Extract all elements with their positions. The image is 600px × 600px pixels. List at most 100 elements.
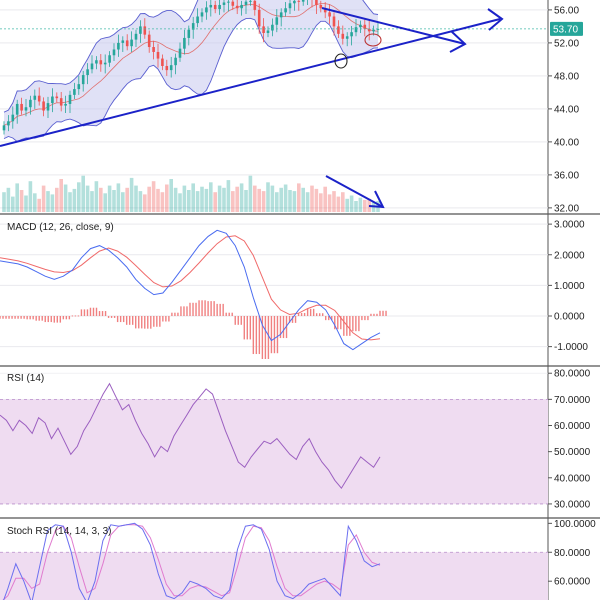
stoch-axis-tick-label: 100.0000 xyxy=(554,519,596,530)
trendline-annotations[interactable] xyxy=(0,7,504,209)
stoch-axis-tick-label: 80.0000 xyxy=(554,548,591,559)
price-axis-tick-label: 52.00 xyxy=(554,38,579,49)
volume-bar xyxy=(55,187,59,212)
price-axis-tick-label: 36.00 xyxy=(554,170,579,181)
candle-body xyxy=(222,2,226,5)
candlesticks xyxy=(0,0,548,135)
macd-histogram-bar xyxy=(110,316,113,318)
macd-histogram-bar xyxy=(53,316,55,323)
macd-histogram-bar xyxy=(41,316,43,321)
candle-body xyxy=(174,57,177,66)
volume-bar xyxy=(244,190,248,212)
macd-histogram-bar xyxy=(71,315,74,317)
candle-body xyxy=(249,0,252,2)
volume-bars xyxy=(2,175,380,212)
stoch-rsi-panel[interactable]: Stoch RSI (14, 14, 3, 3) xyxy=(0,522,548,600)
candle-body xyxy=(29,99,32,108)
macd-histogram-bar xyxy=(107,316,110,318)
candle-body xyxy=(37,95,41,102)
macd-histogram-bar xyxy=(270,316,273,354)
candle-body xyxy=(143,26,147,35)
macd-histogram-bar xyxy=(138,316,140,329)
macd-histogram-bar xyxy=(385,310,387,316)
macd-histogram-bar xyxy=(11,316,13,319)
candle-body xyxy=(2,125,6,131)
volume-bar xyxy=(187,190,191,212)
bollinger-band-fill xyxy=(4,0,378,142)
volume-bar xyxy=(37,198,41,212)
volume-bar xyxy=(72,188,77,212)
price-axis[interactable]: 56.00 52.00 48.00 44.00 40.00 36.00 32.00 3.000… xyxy=(548,5,596,588)
volume-bar xyxy=(354,201,358,212)
macd-histogram-bar xyxy=(29,316,31,320)
candle-body xyxy=(345,36,349,39)
candle-body xyxy=(55,96,59,99)
candle-body xyxy=(341,33,345,39)
volume-bar xyxy=(125,187,129,212)
candle-body xyxy=(279,12,283,18)
volume-bar xyxy=(275,192,279,212)
volume-bar xyxy=(305,192,310,212)
volume-bar xyxy=(323,186,327,212)
volume-bar xyxy=(99,187,103,212)
macd-panel[interactable]: MACD (12, 26, close, 9) xyxy=(0,222,387,359)
candle-body xyxy=(99,60,103,65)
volume-bar xyxy=(147,186,151,212)
macd-histogram-bar xyxy=(243,316,245,340)
macd-histogram-bar xyxy=(180,306,182,316)
candle-body xyxy=(165,65,169,71)
volume-bar xyxy=(50,194,55,212)
macd-histogram-bar xyxy=(201,300,203,316)
candle-body xyxy=(108,55,111,63)
candle-body xyxy=(372,29,375,32)
rsi-panel[interactable]: RSI (14) xyxy=(0,373,548,505)
volume-bar xyxy=(107,185,112,212)
macd-axis-tick-label: 3.0000 xyxy=(554,220,585,231)
price-axis-tick-label: 56.00 xyxy=(554,5,579,16)
macd-title: MACD (12, 26, close, 9) xyxy=(7,222,114,233)
macd-histogram-bar xyxy=(321,313,324,316)
volume-bar xyxy=(129,177,134,212)
candle-body xyxy=(200,12,204,17)
candle-body xyxy=(227,1,230,3)
volume-bar xyxy=(336,196,341,212)
volume-bar xyxy=(222,187,226,212)
volume-bar xyxy=(257,188,261,212)
macd-histogram-bar xyxy=(204,300,206,316)
macd-histogram-bar xyxy=(128,316,131,325)
macd-histogram-bar xyxy=(135,316,137,329)
bollinger-lower xyxy=(3,17,379,143)
candle-body xyxy=(354,27,358,33)
macd-histogram-bar xyxy=(231,312,233,316)
volume-bar xyxy=(165,184,169,212)
rsi-axis-tick-label: 80.0000 xyxy=(554,369,591,380)
macd-histogram-bar xyxy=(279,316,282,339)
volume-bar xyxy=(81,175,85,212)
volume-bar xyxy=(213,192,217,212)
macd-histogram-bar xyxy=(337,316,339,330)
volume-trendline xyxy=(325,175,384,208)
candle-body xyxy=(73,89,76,95)
macd-histogram-bar xyxy=(207,301,209,316)
macd-histogram-bar xyxy=(373,313,375,316)
macd-histogram-bar xyxy=(361,316,363,321)
candle-body xyxy=(178,48,182,58)
stoch-axis-tick-label: 60.0000 xyxy=(554,577,591,588)
price-panel[interactable] xyxy=(0,0,548,212)
volume-bar xyxy=(28,181,33,212)
volume-bar xyxy=(68,192,72,212)
candle-body xyxy=(363,24,367,29)
macd-histogram-bar xyxy=(331,316,333,321)
candle-body xyxy=(319,4,323,9)
volume-bar xyxy=(59,179,63,212)
macd-histogram-bar xyxy=(59,316,62,323)
volume-bar xyxy=(173,187,178,212)
candle-body xyxy=(218,4,221,10)
macd-histogram-bar xyxy=(240,316,242,325)
volume-bar xyxy=(90,191,94,212)
macd-histogram-bar xyxy=(303,312,306,316)
macd-histogram-bar xyxy=(306,308,309,316)
volume-bar xyxy=(266,182,270,212)
volume-bar xyxy=(134,185,138,212)
macd-histogram-bar xyxy=(131,316,134,325)
